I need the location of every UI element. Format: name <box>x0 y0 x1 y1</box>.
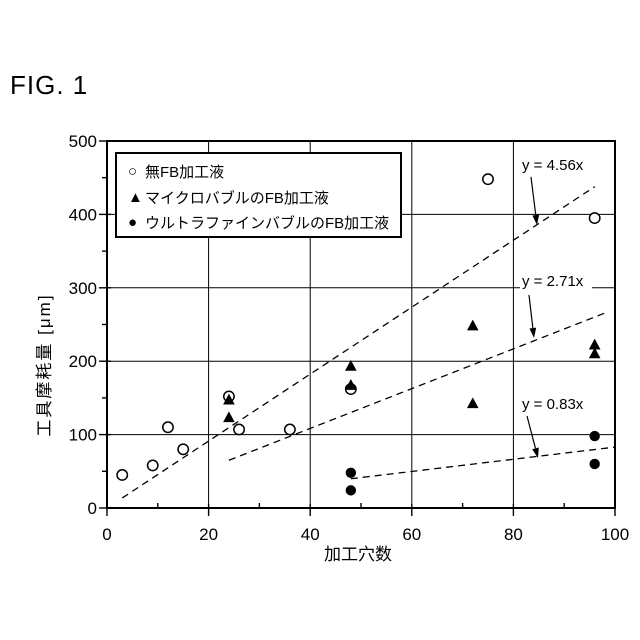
data-point-open-circle <box>233 423 246 436</box>
annotation-background <box>520 157 592 174</box>
data-point-filled-triangle <box>588 338 601 350</box>
annotation-arrow-line <box>530 176 537 216</box>
data-point-filled-triangle <box>345 379 357 390</box>
x-tick-label: 60 <box>402 525 421 544</box>
y-tick-label: 300 <box>69 279 97 298</box>
annotations: y = 4.56x y = 2.71x y = 0.83x <box>520 157 592 458</box>
annotation-arrow-line <box>526 415 537 449</box>
trend-line <box>350 446 616 480</box>
trend-line <box>121 186 596 499</box>
data-point-filled-triangle <box>345 359 357 371</box>
trend-equation-label: y = 4.56x <box>522 157 584 174</box>
data-point-filled-triangle <box>466 397 479 409</box>
annotation-arrow-line <box>528 294 534 329</box>
data-point-filled-triangle <box>588 347 601 359</box>
filled-triangle-marker-icon: ▲ <box>128 188 143 206</box>
data-point-open-circle <box>482 173 494 186</box>
data-point-filled-triangle <box>223 393 235 405</box>
data-point-filled-circle <box>589 458 600 470</box>
x-tick-label: 20 <box>199 525 218 544</box>
annotation-arrow-head <box>529 327 537 338</box>
annotation-background <box>520 396 592 413</box>
data-point-filled-circle <box>345 467 357 478</box>
data-point-open-circle <box>116 469 129 481</box>
annotation-arrow-head <box>532 447 539 458</box>
legend-label: ウルトラファインバブルのFB加工液 <box>145 215 390 233</box>
figure-label: FIG. 1 <box>10 70 89 100</box>
data-point-open-circle <box>162 421 174 434</box>
legend-label: マイクロバブルのFB加工液 <box>145 189 329 207</box>
x-tick-label: 80 <box>504 525 523 544</box>
y-tick-label: 500 <box>69 132 97 151</box>
data-point-open-circle <box>283 423 296 436</box>
filled-circle-marker-icon: ● <box>128 214 138 232</box>
legend-label: 無FB加工液 <box>145 163 225 181</box>
legend-item-microbubble: ▲ マイクロバブルのFB加工液 <box>128 185 400 210</box>
y-tick-label: 100 <box>69 426 97 445</box>
annotation-arrow-head <box>532 214 540 225</box>
data-points <box>116 173 601 496</box>
data-point-open-circle <box>146 459 159 472</box>
legend-item-ultrafine-bubble: ● ウルトラファインバブルのFB加工液 <box>128 210 400 235</box>
data-point-filled-triangle <box>223 411 235 423</box>
data-point-open-circle <box>177 443 190 456</box>
data-point-open-circle <box>588 212 601 225</box>
x-tick-label: 0 <box>102 525 111 544</box>
tick-labels: 0 20 40 60 80 100 0 100 200 300 400 500 <box>69 132 630 544</box>
data-point-filled-circle <box>345 485 357 496</box>
axis-ticks <box>99 140 616 516</box>
y-axis-title: 工具摩耗量 [μm] <box>35 293 54 436</box>
data-point-filled-triangle <box>466 319 479 331</box>
x-tick-label: 100 <box>601 525 629 544</box>
legend-item-no-fb: ○ 無FB加工液 <box>128 159 400 184</box>
data-point-filled-circle <box>589 430 600 442</box>
trend-lines <box>121 186 616 499</box>
open-circle-marker-icon: ○ <box>128 162 138 180</box>
y-tick-label: 200 <box>69 352 97 371</box>
y-tick-label: 0 <box>88 499 97 518</box>
x-axis-title: 加工穴数 <box>324 545 392 564</box>
trend-line <box>228 312 606 461</box>
legend: ○ 無FB加工液 ▲ マイクロバブルのFB加工液 ● ウルトラファインバブルのF… <box>115 152 402 238</box>
trend-equation-label: y = 2.71x <box>522 273 584 290</box>
x-tick-label: 40 <box>301 525 320 544</box>
trend-equation-label: y = 0.83x <box>522 396 584 413</box>
y-tick-label: 400 <box>69 205 97 224</box>
annotation-background <box>520 273 592 290</box>
